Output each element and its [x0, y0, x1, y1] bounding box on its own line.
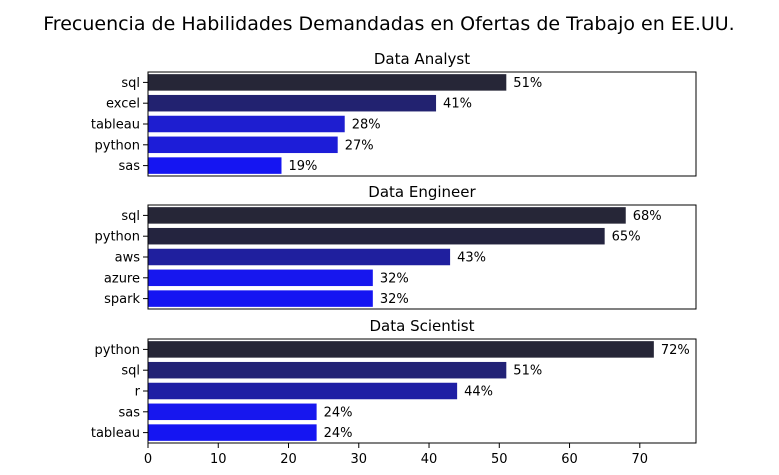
- x-tick-label: 10: [210, 452, 227, 467]
- y-tick-label: python: [95, 230, 140, 245]
- data-label: 24%: [324, 405, 353, 420]
- data-label: 44%: [464, 385, 493, 400]
- chart-panel-0: Data Analyst sql 51% excel 41% tableau 28% pyth…: [91, 50, 697, 177]
- y-tick-label: tableau: [91, 118, 140, 133]
- data-label: 41%: [443, 97, 472, 112]
- bar-aws: [148, 248, 451, 266]
- y-tick-label: r: [135, 385, 141, 400]
- x-tick-label: 30: [350, 452, 367, 467]
- bar-sql: [148, 361, 507, 379]
- y-tick-label: sas: [118, 159, 140, 174]
- y-tick-label: sql: [121, 209, 140, 224]
- y-tick-label: sas: [118, 405, 140, 420]
- data-label: 32%: [380, 292, 409, 307]
- x-tick-label: 20: [280, 452, 297, 467]
- axes-frame: [147, 204, 697, 310]
- data-label: 27%: [345, 138, 374, 153]
- bar-sql: [148, 207, 626, 224]
- bar-spark: [148, 290, 373, 307]
- data-label: 51%: [513, 364, 542, 379]
- y-tick-label: sql: [121, 76, 140, 91]
- y-tick-label: aws: [115, 251, 141, 266]
- bar-sql: [148, 74, 507, 91]
- chart-panel-2: Data Scientist python 72% sql 51% r 44% sas 24% t…: [91, 317, 697, 467]
- chart-2-title: Data Scientist: [370, 317, 475, 335]
- y-tick-label: tableau: [91, 426, 140, 441]
- bar-r: [148, 382, 458, 400]
- bar-sas: [148, 157, 282, 174]
- x-tick-label: 60: [561, 452, 578, 467]
- chart-0-title: Data Analyst: [374, 50, 470, 68]
- data-label: 32%: [380, 271, 409, 286]
- data-label: 68%: [633, 209, 662, 224]
- bar-python: [148, 227, 605, 245]
- x-tick-label: 0: [144, 452, 152, 467]
- data-label: 24%: [324, 426, 353, 441]
- data-label: 19%: [288, 159, 317, 174]
- figure-title: Frecuencia de Habilidades Demandadas en …: [43, 13, 734, 35]
- bar-tableau: [148, 115, 345, 133]
- axes-frame: [147, 71, 697, 177]
- chart-panels: Data Analyst sql 51% excel 41% tableau 28% pyth…: [91, 50, 697, 467]
- chart-1-title: Data Engineer: [368, 183, 476, 201]
- y-tick-label: python: [95, 138, 140, 153]
- y-tick-label: python: [95, 343, 140, 358]
- chart-panel-1: Data Engineer sql 68% python 65% aws 43% azure 3…: [95, 183, 697, 310]
- y-tick-label: azure: [104, 271, 140, 286]
- bar-azure: [148, 269, 373, 287]
- bar-tableau: [148, 424, 317, 441]
- y-tick-label: excel: [106, 97, 140, 112]
- bar-sas: [148, 403, 317, 421]
- y-tick-label: sql: [121, 364, 140, 379]
- bar-python: [148, 341, 654, 358]
- data-label: 51%: [513, 76, 542, 91]
- data-label: 43%: [457, 251, 486, 266]
- x-tick-label: 50: [491, 452, 508, 467]
- data-label: 65%: [612, 230, 641, 245]
- bar-python: [148, 136, 338, 154]
- x-tick-label: 70: [632, 452, 649, 467]
- y-tick-label: spark: [104, 292, 140, 307]
- data-label: 72%: [661, 343, 690, 358]
- x-tick-label: 40: [421, 452, 438, 467]
- data-label: 28%: [352, 118, 381, 133]
- axes-frame: [147, 338, 697, 444]
- bar-excel: [148, 94, 437, 112]
